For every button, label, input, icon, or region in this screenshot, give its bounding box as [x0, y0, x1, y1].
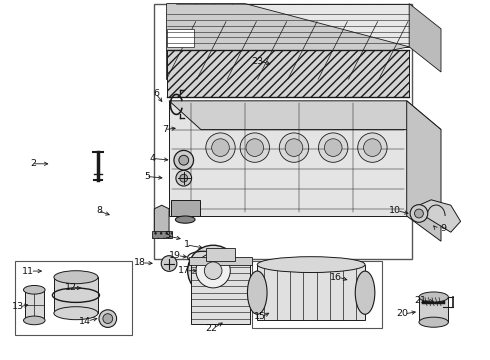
- Bar: [15, 261, 132, 335]
- Text: 4: 4: [150, 154, 156, 163]
- Text: 15: 15: [254, 312, 266, 321]
- Circle shape: [196, 253, 230, 288]
- Text: 17: 17: [178, 266, 190, 275]
- Text: 22: 22: [205, 324, 217, 333]
- Circle shape: [204, 262, 222, 280]
- Polygon shape: [24, 290, 44, 320]
- Circle shape: [324, 139, 342, 156]
- Polygon shape: [407, 101, 441, 241]
- Ellipse shape: [419, 317, 448, 327]
- Circle shape: [206, 133, 235, 162]
- Polygon shape: [154, 205, 169, 234]
- Circle shape: [176, 170, 192, 186]
- Polygon shape: [419, 200, 461, 232]
- Text: 1: 1: [184, 240, 190, 249]
- Circle shape: [99, 310, 117, 328]
- Polygon shape: [206, 248, 235, 261]
- Ellipse shape: [247, 271, 267, 314]
- Text: 2: 2: [30, 159, 36, 168]
- Text: 20: 20: [396, 310, 408, 319]
- Ellipse shape: [419, 292, 448, 302]
- Polygon shape: [191, 261, 250, 324]
- Text: 19: 19: [170, 251, 181, 260]
- Ellipse shape: [257, 257, 365, 273]
- Polygon shape: [167, 4, 409, 47]
- Circle shape: [161, 256, 177, 271]
- Text: 16: 16: [330, 273, 342, 282]
- Circle shape: [358, 133, 387, 162]
- Ellipse shape: [54, 307, 98, 320]
- Text: 9: 9: [440, 224, 446, 233]
- Polygon shape: [167, 4, 409, 79]
- Bar: [154, 4, 412, 259]
- Polygon shape: [169, 101, 441, 130]
- Text: 8: 8: [96, 206, 102, 215]
- Circle shape: [410, 204, 428, 222]
- Text: 11: 11: [23, 266, 34, 276]
- Polygon shape: [167, 29, 194, 47]
- Polygon shape: [152, 231, 172, 238]
- Polygon shape: [167, 50, 409, 97]
- Circle shape: [279, 133, 309, 162]
- Text: 7: 7: [163, 125, 169, 134]
- Circle shape: [246, 139, 264, 156]
- Ellipse shape: [175, 216, 195, 223]
- Circle shape: [103, 314, 113, 324]
- Circle shape: [364, 139, 381, 156]
- Text: 23: 23: [251, 57, 264, 66]
- Text: 14: 14: [79, 317, 91, 325]
- Polygon shape: [189, 257, 252, 265]
- Text: 21: 21: [415, 296, 426, 305]
- Circle shape: [415, 209, 423, 218]
- Circle shape: [240, 133, 270, 162]
- Polygon shape: [169, 101, 407, 216]
- Circle shape: [188, 245, 239, 296]
- Polygon shape: [419, 297, 448, 322]
- Circle shape: [174, 150, 194, 170]
- Ellipse shape: [54, 271, 98, 284]
- Ellipse shape: [355, 271, 375, 314]
- Polygon shape: [54, 277, 98, 313]
- Circle shape: [180, 174, 188, 182]
- Text: 10: 10: [389, 206, 401, 215]
- Circle shape: [285, 139, 303, 156]
- Text: 13: 13: [11, 302, 24, 311]
- Text: 3: 3: [165, 231, 171, 240]
- Text: 5: 5: [144, 172, 150, 181]
- Polygon shape: [171, 200, 200, 216]
- Ellipse shape: [24, 316, 45, 325]
- Text: 12: 12: [65, 284, 76, 292]
- Bar: [252, 261, 382, 328]
- Circle shape: [179, 155, 189, 165]
- Circle shape: [212, 139, 229, 156]
- Text: 6: 6: [154, 89, 160, 98]
- Polygon shape: [257, 265, 365, 320]
- Polygon shape: [409, 4, 441, 72]
- Circle shape: [318, 133, 348, 162]
- Text: 18: 18: [134, 258, 146, 267]
- Ellipse shape: [24, 285, 45, 294]
